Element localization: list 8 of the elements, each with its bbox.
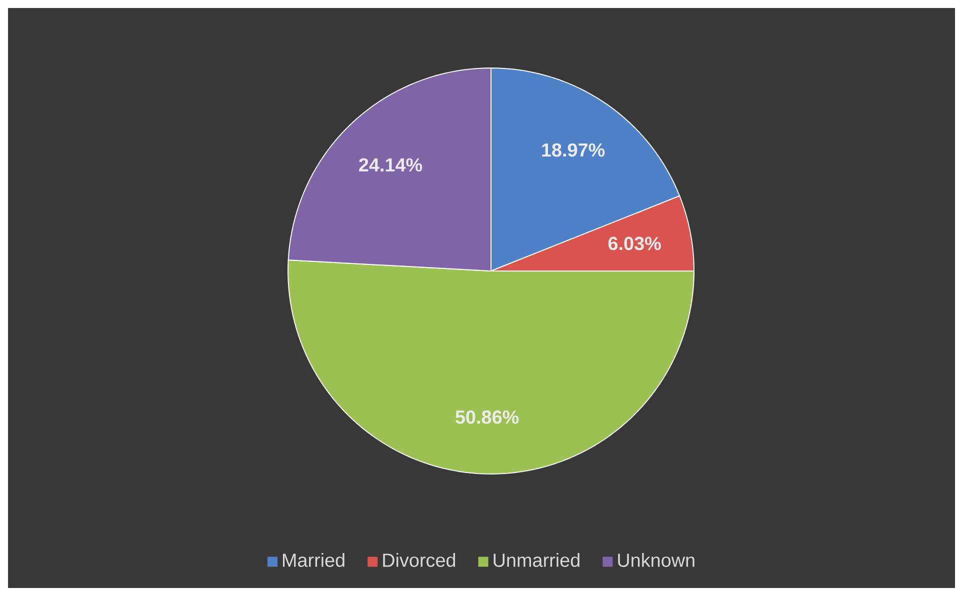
data-label: 6.03% xyxy=(608,236,661,250)
legend-label: Unmarried xyxy=(494,553,580,567)
data-label: 50.86% xyxy=(456,410,519,424)
legend-label: Married xyxy=(282,553,344,567)
data-label: 18.97% xyxy=(542,143,605,157)
legend-label: Unknown xyxy=(618,553,694,567)
legend-label: Divorced xyxy=(383,553,456,567)
data-label: 24.14% xyxy=(359,158,422,172)
